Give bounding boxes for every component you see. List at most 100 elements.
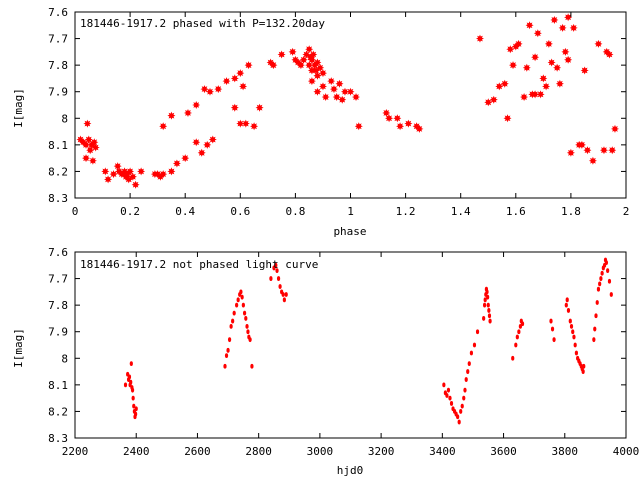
data-point bbox=[224, 353, 229, 359]
data-point bbox=[463, 387, 467, 393]
data-point bbox=[564, 13, 573, 22]
data-point bbox=[515, 334, 519, 340]
axis-ticks: 0 0.2 0.4 0.6 0.8 1 1.2 1.4 1.6 1.8 2 7.6 7.7 7.8 7.9 8… bbox=[48, 6, 629, 218]
x-tick-label: 1.8 bbox=[561, 205, 581, 218]
data-point bbox=[569, 324, 574, 329]
data-point bbox=[206, 87, 214, 96]
data-point bbox=[223, 363, 227, 369]
data-point bbox=[514, 342, 518, 348]
data-point bbox=[208, 135, 217, 144]
y-tick-label: 8.1 bbox=[48, 379, 68, 392]
data-point bbox=[200, 85, 209, 94]
chart-title: 181446-1917.2 phased with P=132.20day bbox=[80, 17, 325, 30]
data-point bbox=[520, 93, 529, 101]
data-point bbox=[488, 318, 492, 324]
data-point bbox=[598, 281, 602, 287]
data-point bbox=[607, 278, 612, 284]
data-point bbox=[235, 302, 239, 308]
x-tick-label: 1.4 bbox=[451, 205, 471, 218]
data-point bbox=[464, 377, 468, 382]
x-tick-label: 0.2 bbox=[120, 205, 140, 218]
data-point bbox=[244, 316, 248, 321]
x-tick-label: 3400 bbox=[429, 445, 456, 458]
data-point bbox=[299, 55, 308, 64]
data-point bbox=[236, 119, 245, 128]
data-point bbox=[503, 114, 512, 123]
data-point bbox=[460, 403, 464, 409]
data-point bbox=[130, 387, 135, 393]
x-tick-label: 1 bbox=[347, 205, 354, 218]
data-point bbox=[506, 45, 515, 54]
data-point bbox=[129, 361, 133, 366]
x-tick-label: 3800 bbox=[552, 445, 579, 458]
data-point bbox=[588, 156, 597, 165]
data-point bbox=[445, 393, 449, 398]
data-point bbox=[230, 74, 239, 83]
data-point bbox=[580, 66, 589, 75]
data-point bbox=[485, 289, 489, 295]
data-point bbox=[88, 156, 97, 165]
data-point bbox=[525, 21, 534, 30]
y-tick-label: 7.9 bbox=[48, 86, 68, 99]
data-point bbox=[184, 109, 192, 117]
data-point bbox=[574, 350, 579, 356]
data-point bbox=[134, 406, 138, 412]
unphased-light-curve-chart: 2200 2400 2600 2800 3000 3200 3400 3600 3800 4000… bbox=[12, 246, 639, 477]
data-point bbox=[319, 82, 327, 91]
data-point bbox=[566, 148, 575, 157]
data-point bbox=[127, 374, 132, 380]
data-point bbox=[552, 337, 556, 343]
data-point bbox=[239, 289, 243, 295]
data-point bbox=[172, 159, 181, 168]
data-point bbox=[550, 16, 559, 24]
data-point bbox=[604, 260, 609, 266]
data-point bbox=[605, 50, 614, 59]
data-point bbox=[309, 50, 318, 59]
y-tick-label: 8.2 bbox=[48, 405, 68, 418]
data-point bbox=[241, 119, 250, 128]
data-point bbox=[128, 172, 137, 181]
data-point bbox=[544, 39, 553, 48]
data-point bbox=[250, 122, 259, 131]
data-point bbox=[278, 284, 282, 289]
data-point bbox=[415, 124, 424, 133]
data-point bbox=[248, 337, 252, 343]
data-point bbox=[449, 401, 454, 406]
data-point bbox=[307, 55, 316, 64]
data-point bbox=[533, 29, 542, 38]
data-point bbox=[475, 329, 480, 335]
data-point bbox=[321, 93, 330, 101]
data-point bbox=[484, 98, 493, 107]
x-tick-label: 3600 bbox=[490, 445, 517, 458]
data-point bbox=[269, 61, 278, 70]
data-point bbox=[330, 85, 338, 94]
data-point bbox=[134, 411, 138, 417]
data-point bbox=[487, 313, 492, 319]
data-point bbox=[531, 90, 540, 99]
data-point bbox=[487, 308, 491, 313]
data-point bbox=[232, 310, 236, 316]
y-tick-label: 8.1 bbox=[48, 139, 68, 152]
data-point bbox=[341, 87, 349, 96]
data-point bbox=[82, 140, 90, 149]
data-point bbox=[281, 292, 285, 297]
x-tick-label: 2 bbox=[623, 205, 630, 218]
axis-ticks: 2200 2400 2600 2800 3000 3200 3400 3600 3800 4000… bbox=[48, 246, 639, 458]
data-point bbox=[246, 329, 250, 335]
y-tick-label: 8.3 bbox=[48, 432, 68, 445]
data-point bbox=[181, 154, 190, 163]
data-point bbox=[229, 324, 233, 329]
x-tick-label: 2200 bbox=[62, 445, 89, 458]
data-point bbox=[313, 58, 322, 67]
data-point bbox=[595, 300, 599, 305]
data-point bbox=[542, 82, 551, 91]
data-point bbox=[239, 82, 248, 91]
data-point bbox=[564, 55, 573, 64]
data-point bbox=[509, 61, 517, 70]
x-tick-label: 4000 bbox=[613, 445, 640, 458]
data-point bbox=[511, 355, 515, 361]
data-point bbox=[599, 276, 603, 281]
x-tick-label: 0.6 bbox=[230, 205, 250, 218]
y-tick-label: 7.6 bbox=[48, 6, 68, 19]
data-point bbox=[159, 170, 168, 179]
